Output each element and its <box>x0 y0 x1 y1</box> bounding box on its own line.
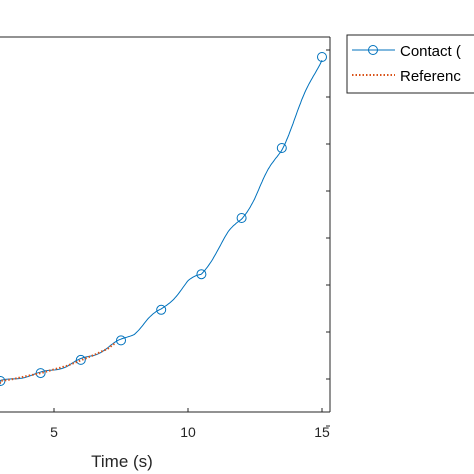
series-contact-marker <box>116 335 126 346</box>
series-contact-marker <box>236 213 247 223</box>
series-contact-marker <box>156 304 167 315</box>
series-reference-line <box>0 342 117 384</box>
x-axis-title: Time (s) <box>91 452 153 471</box>
series-contact-marker <box>317 52 327 62</box>
x-tick-label: 10 <box>180 424 196 440</box>
series <box>0 52 327 386</box>
legend-item-contact: Contact ( <box>352 43 461 60</box>
legend-box <box>346 34 474 94</box>
x-tick-label: 5 <box>50 424 58 440</box>
series-contact-marker <box>196 269 207 280</box>
x-tick-label: 15 <box>314 424 330 440</box>
legend-contact-label: Contact ( <box>400 43 461 60</box>
legend-item-reference: Referenc <box>352 68 461 85</box>
y-ticks <box>326 49 330 427</box>
legend: Contact ( Referenc <box>346 34 474 94</box>
legend-contact-marker <box>368 45 378 55</box>
axes <box>0 36 331 413</box>
x-ticks: 5 10 15 <box>50 408 330 440</box>
series-contact-marker <box>75 354 86 365</box>
series-contact-line <box>0 59 323 385</box>
series-contact-marker <box>276 143 287 153</box>
legend-reference-label: Referenc <box>400 68 461 85</box>
